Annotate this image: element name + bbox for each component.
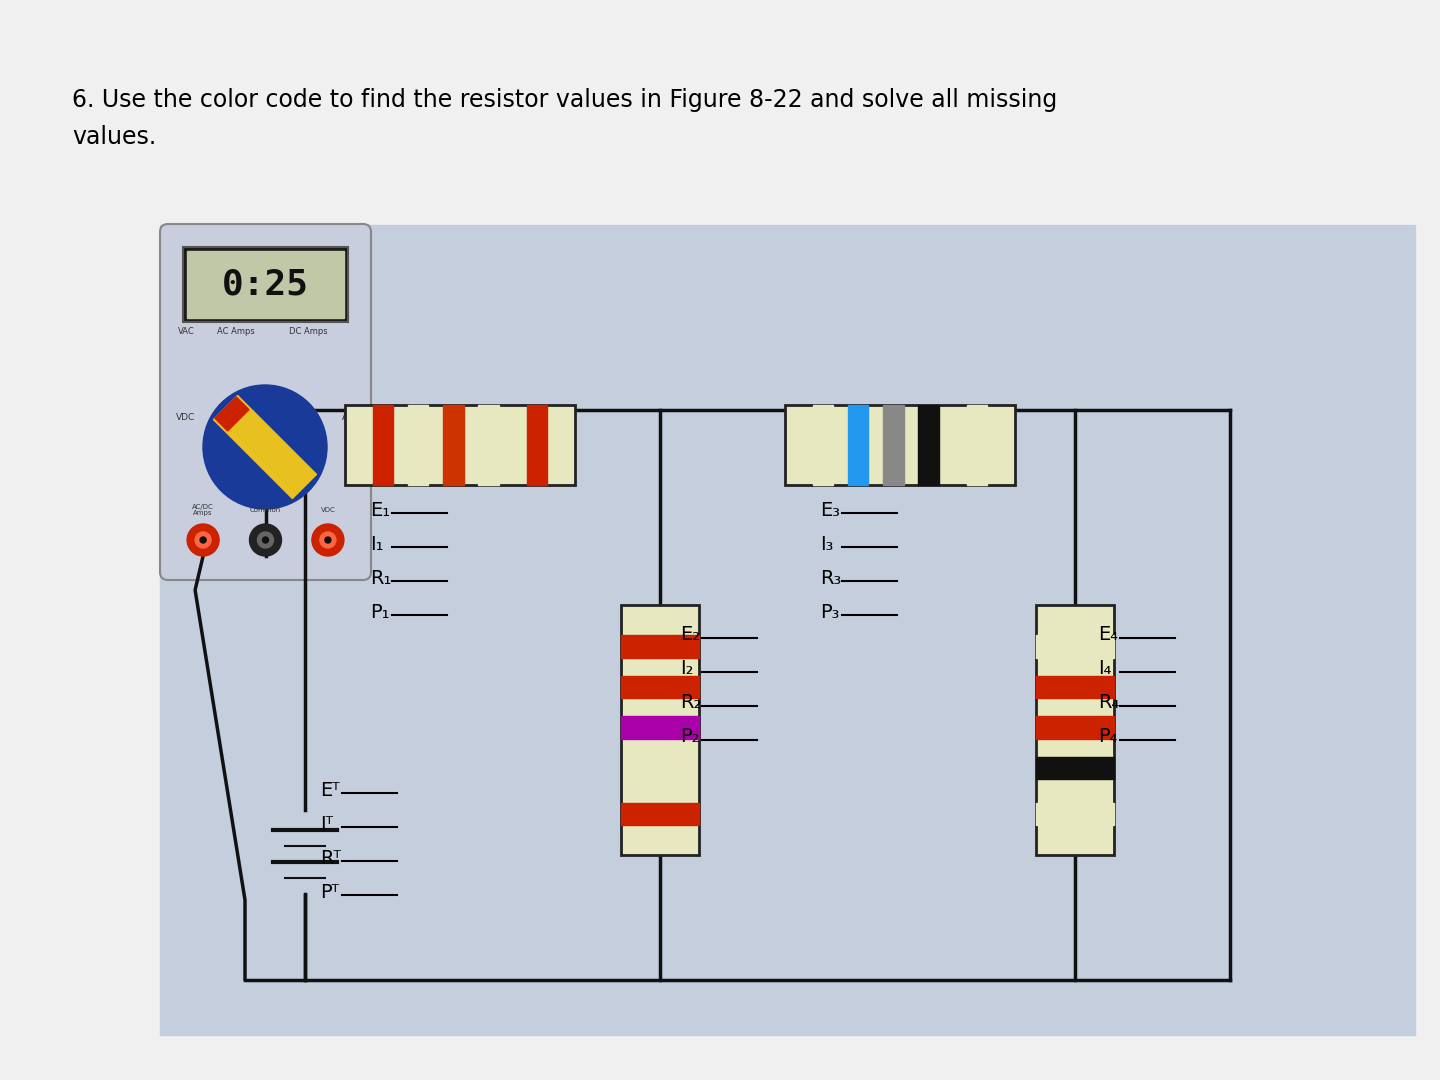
Text: R₂: R₂	[680, 693, 701, 713]
Text: values.: values.	[72, 125, 157, 149]
Text: VDC: VDC	[176, 413, 196, 421]
Circle shape	[312, 524, 344, 556]
Text: Iᵀ: Iᵀ	[320, 814, 333, 834]
Circle shape	[187, 524, 219, 556]
Bar	[785, 405, 1015, 485]
Text: Pᵀ: Pᵀ	[320, 882, 338, 902]
Text: E₄: E₄	[1099, 625, 1117, 645]
Text: 6. Use the color code to find the resistor values in Figure 8-22 and solve all m: 6. Use the color code to find the resist…	[72, 87, 1057, 112]
Circle shape	[249, 524, 281, 556]
Text: Rᵀ: Rᵀ	[320, 849, 341, 867]
Bar	[1035, 605, 1115, 855]
Text: A: A	[341, 411, 348, 422]
Text: Common: Common	[251, 507, 281, 513]
Text: E₂: E₂	[680, 625, 700, 645]
Text: P₂: P₂	[680, 728, 700, 746]
Text: R₁: R₁	[370, 568, 392, 588]
Bar	[527, 405, 547, 485]
Text: R₄: R₄	[1099, 693, 1119, 713]
Bar	[621, 675, 698, 698]
Text: P₄: P₄	[1099, 728, 1117, 746]
Text: DC Amps: DC Amps	[289, 327, 328, 337]
Bar	[346, 405, 575, 485]
Circle shape	[320, 532, 336, 548]
Text: Eᵀ: Eᵀ	[320, 781, 340, 799]
Text: I₂: I₂	[680, 660, 694, 678]
Bar	[183, 247, 348, 322]
Bar	[966, 405, 988, 485]
Bar	[621, 802, 698, 825]
Bar	[621, 716, 698, 739]
Circle shape	[194, 532, 212, 548]
Bar	[213, 395, 317, 499]
Bar	[1035, 716, 1115, 739]
Bar	[1035, 802, 1115, 825]
Text: P₁: P₁	[370, 603, 389, 621]
Text: I₁: I₁	[370, 535, 383, 553]
Bar	[215, 397, 249, 431]
Bar	[883, 405, 904, 485]
Bar	[621, 605, 698, 855]
Text: R₃: R₃	[819, 568, 841, 588]
Text: ►: ►	[347, 437, 356, 447]
Text: 0:25: 0:25	[222, 268, 310, 301]
Text: VDC: VDC	[321, 507, 336, 513]
Bar	[812, 405, 834, 485]
Bar	[621, 635, 698, 658]
Text: E₁: E₁	[370, 500, 390, 519]
Bar	[187, 251, 344, 318]
Text: P₃: P₃	[819, 603, 840, 621]
Bar	[373, 405, 393, 485]
Text: VAC: VAC	[177, 327, 194, 337]
Circle shape	[200, 537, 206, 543]
Text: AC/DC
Amps: AC/DC Amps	[192, 503, 215, 516]
Bar	[408, 405, 429, 485]
Circle shape	[203, 384, 327, 509]
Bar	[444, 405, 464, 485]
Text: I₃: I₃	[819, 535, 834, 553]
FancyBboxPatch shape	[160, 224, 372, 580]
Bar	[1035, 675, 1115, 698]
Text: AC Amps: AC Amps	[217, 327, 255, 337]
Bar	[1035, 635, 1115, 658]
Text: I₄: I₄	[1099, 660, 1112, 678]
Bar	[478, 405, 498, 485]
Bar	[848, 405, 868, 485]
Bar	[1035, 756, 1115, 779]
Bar	[160, 225, 1416, 1035]
Circle shape	[325, 537, 331, 543]
Circle shape	[258, 532, 274, 548]
Bar	[919, 405, 939, 485]
Circle shape	[262, 537, 268, 543]
Text: E₃: E₃	[819, 500, 840, 519]
